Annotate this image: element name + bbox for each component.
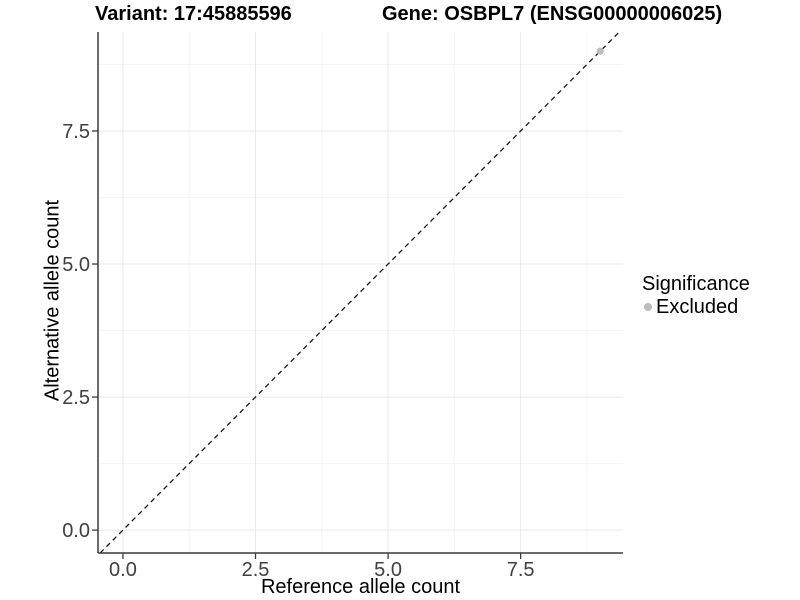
svg-text:5.0: 5.0: [62, 254, 90, 276]
x-tick-labels: 0.0 2.5 5.0 7.5: [109, 559, 535, 581]
x-axis-title: Reference allele count: [260, 576, 460, 598]
y-axis-title: Alternative allele count: [41, 199, 64, 402]
identity-line: [99, 31, 620, 554]
legend-point-icon: [644, 303, 652, 311]
legend-item-label: Excluded: [656, 296, 739, 318]
svg-text:7.5: 7.5: [62, 121, 90, 143]
legend: Significance Excluded: [642, 272, 750, 318]
svg-text:2.5: 2.5: [242, 559, 270, 581]
gridlines-major: [98, 32, 623, 553]
svg-text:2.5: 2.5: [62, 387, 90, 409]
plot-title-gene: Gene: OSBPL7 (ENSG00000006025): [382, 3, 723, 25]
svg-text:0.0: 0.0: [62, 520, 90, 542]
y-tick-labels: 0.0 2.5 5.0 7.5: [62, 121, 90, 542]
svg-text:5.0: 5.0: [374, 559, 402, 581]
plot-title-variant: Variant: 17:45885596: [95, 3, 292, 25]
data-point-excluded: [596, 47, 604, 55]
svg-text:0.0: 0.0: [109, 559, 137, 581]
legend-item-excluded: Excluded: [642, 296, 750, 318]
axis-ticks: [92, 130, 522, 559]
gridlines-minor: [98, 32, 623, 553]
svg-text:7.5: 7.5: [507, 559, 535, 581]
legend-title: Significance: [642, 273, 750, 295]
